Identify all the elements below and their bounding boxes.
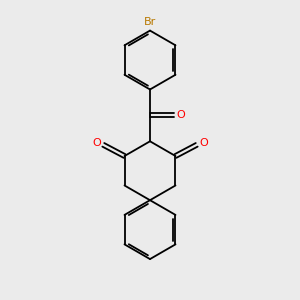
Text: O: O [199, 138, 208, 148]
Text: O: O [92, 138, 101, 148]
Text: Br: Br [144, 17, 156, 27]
Text: O: O [177, 110, 185, 120]
